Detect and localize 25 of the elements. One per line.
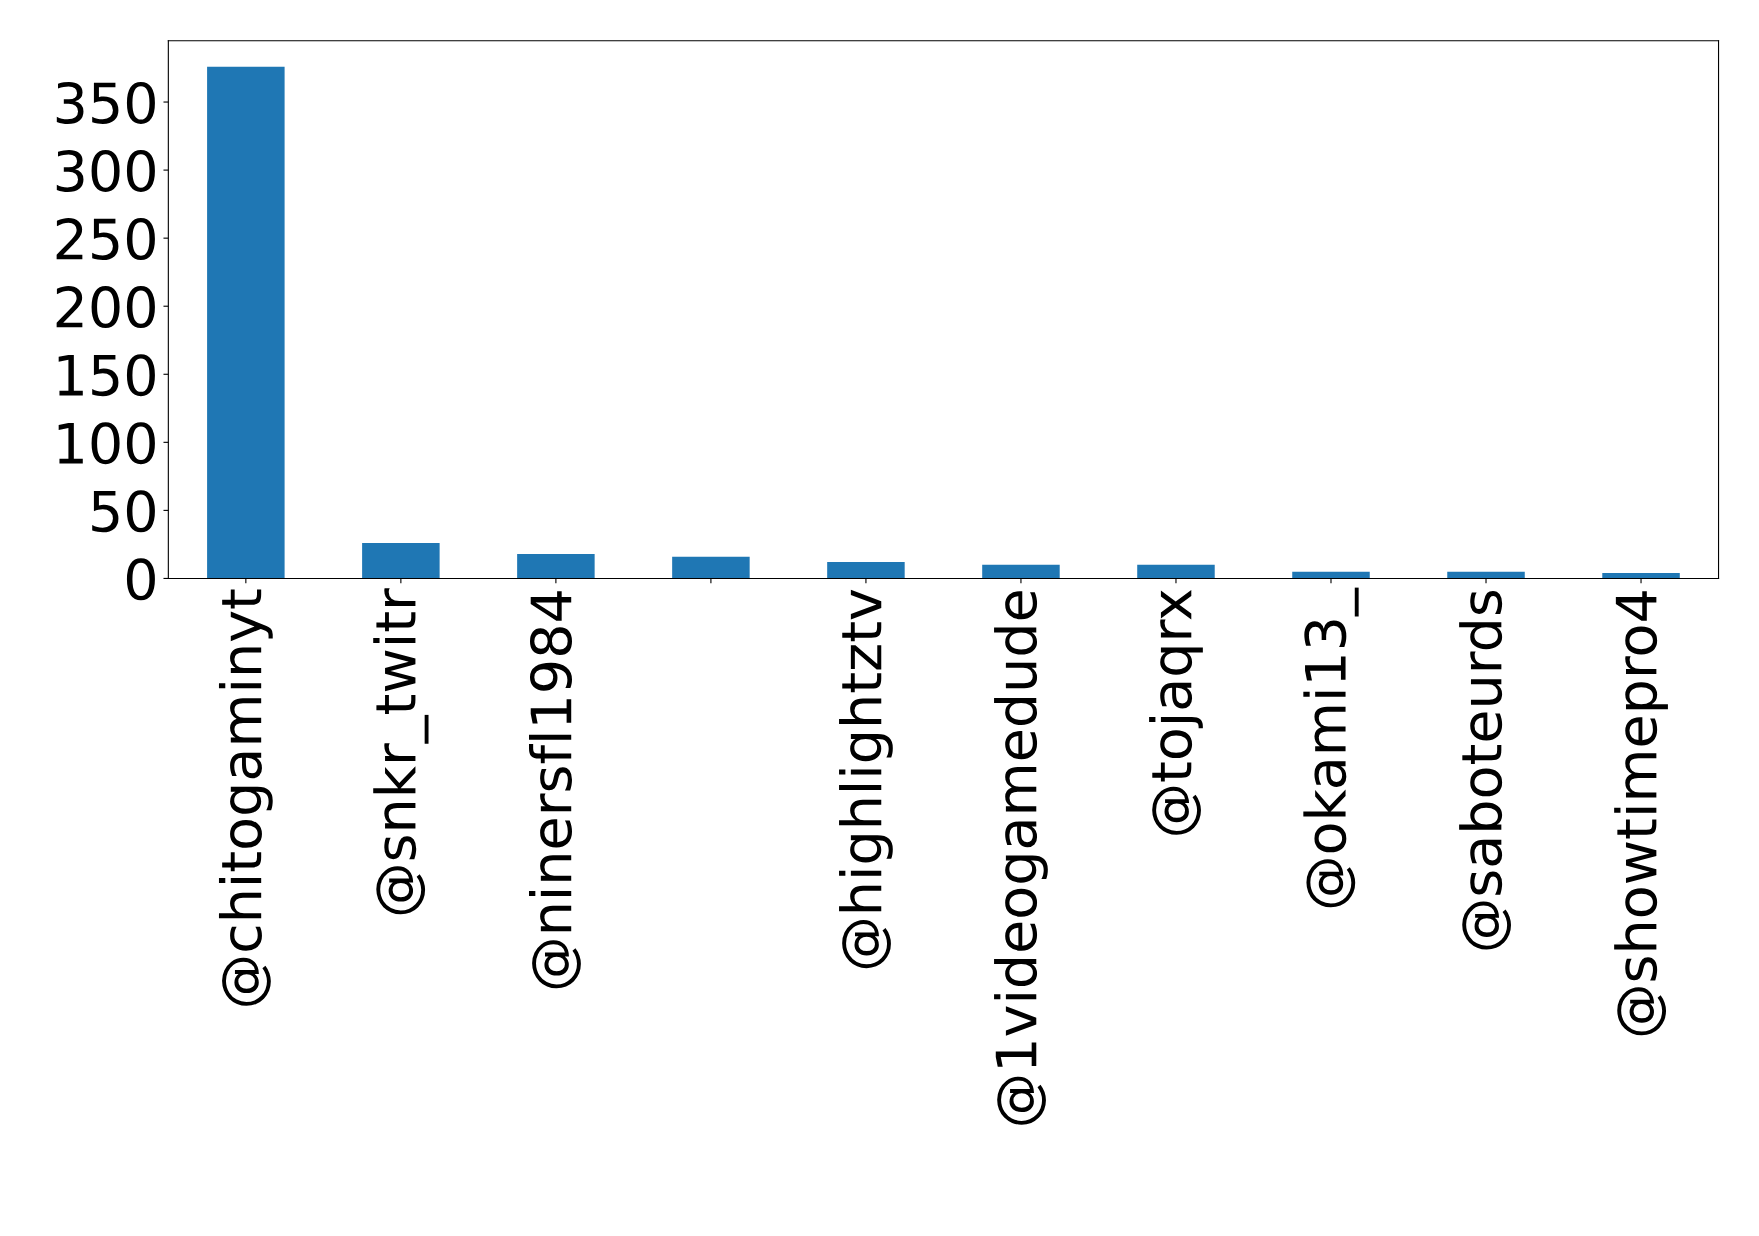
x-tick-label: @snkr_twitr <box>373 588 429 915</box>
y-tick-label: 0 <box>126 558 155 601</box>
bar <box>1602 573 1680 579</box>
y-tick-label: 200 <box>56 286 155 329</box>
x-tick-label: @showtimepro4 <box>1614 591 1668 1036</box>
bar <box>362 543 440 579</box>
bar <box>827 562 905 579</box>
bar <box>672 556 750 579</box>
y-tick-label: 100 <box>58 422 155 465</box>
x-tick-label: @chitogaminyt <box>218 589 273 1006</box>
x-tick-label: @saboteurds <box>1459 590 1511 950</box>
y-tick-label: 250 <box>56 218 155 261</box>
x-tick-label: @ninersfl1984 <box>529 591 581 989</box>
bar <box>517 553 595 579</box>
y-tick-label: 350 <box>56 81 155 124</box>
x-tick-label: @highlightztv <box>839 589 893 969</box>
x-tick-label: @tojaqrx <box>1149 590 1203 835</box>
bar <box>982 564 1060 579</box>
bar <box>1137 564 1215 579</box>
bar <box>207 66 285 579</box>
y-tick-label: 50 <box>92 490 155 533</box>
x-tick-label: @okami13_ <box>1303 587 1359 908</box>
y-tick-label: 150 <box>58 354 155 397</box>
y-tick-label: 300 <box>56 149 155 192</box>
x-tick-label: @1videogamedude <box>994 591 1048 1125</box>
